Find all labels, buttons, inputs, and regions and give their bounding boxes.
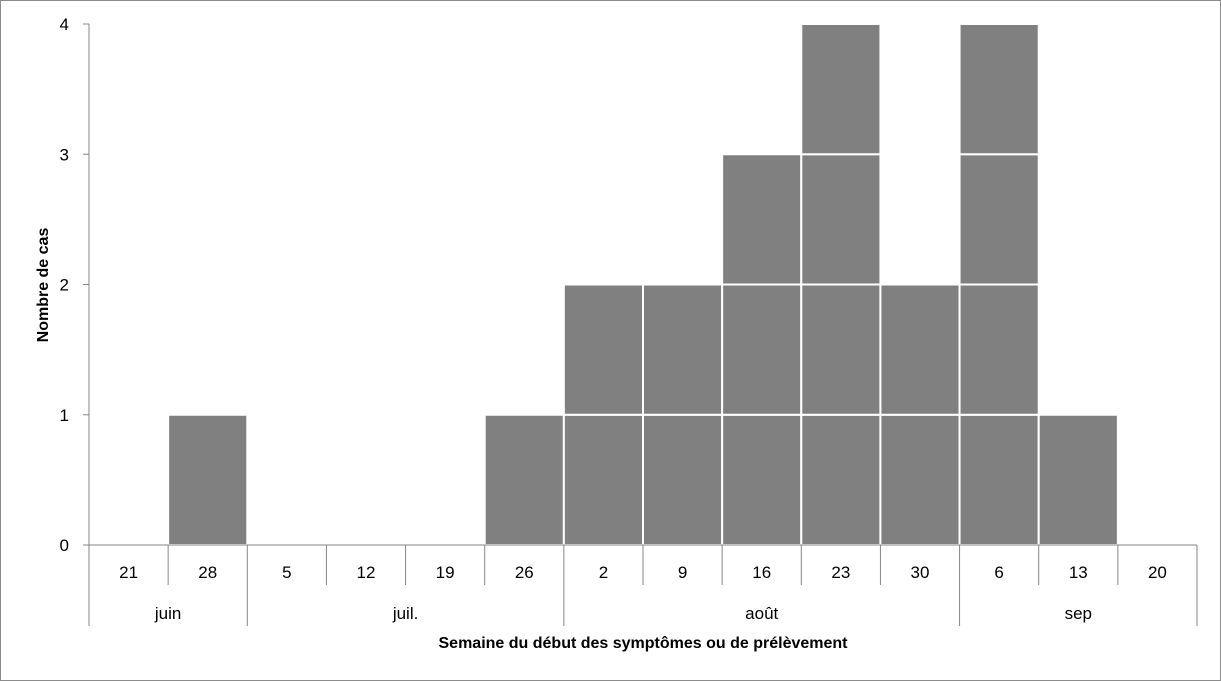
y-tick-label-0: 0 — [60, 536, 69, 555]
x-tick-label-16: 16 — [752, 563, 771, 582]
y-tick-label-4: 4 — [60, 15, 69, 34]
bar-segment-30-1 — [879, 413, 961, 546]
x-tick-label-2: 2 — [599, 563, 608, 582]
bar-segment-6-4 — [958, 23, 1040, 156]
x-tick-label-28: 28 — [198, 563, 217, 582]
bar-segment-23-2 — [800, 283, 882, 416]
x-tick-label-21: 21 — [119, 563, 138, 582]
x-tick-label-6: 6 — [994, 563, 1003, 582]
bar-segment-6-3 — [958, 153, 1040, 286]
x-tick-label-20: 20 — [1148, 563, 1167, 582]
x-month-label-1: juil. — [392, 604, 419, 623]
x-tick-label-13: 13 — [1069, 563, 1088, 582]
y-tick-label-1: 1 — [60, 406, 69, 425]
x-tick-label-9: 9 — [678, 563, 687, 582]
x-tick-label-26: 26 — [515, 563, 534, 582]
x-axis-title: Semaine du début des symptômes ou de pré… — [439, 635, 849, 652]
bar-segment-26-1 — [483, 413, 565, 546]
bar-segment-6-2 — [958, 283, 1040, 416]
x-tick-label-19: 19 — [436, 563, 455, 582]
bar-segment-13-1 — [1037, 413, 1119, 546]
bar-segment-9-2 — [642, 283, 724, 416]
y-axis-title: Nombre de cas — [35, 228, 52, 343]
bar-segment-16-3 — [721, 153, 803, 286]
x-month-label-3: sep — [1065, 604, 1092, 623]
x-tick-label-30: 30 — [911, 563, 930, 582]
bar-segment-9-1 — [642, 413, 724, 546]
y-tick-label-2: 2 — [60, 276, 69, 295]
x-tick-label-5: 5 — [282, 563, 291, 582]
bar-segment-23-3 — [800, 153, 882, 286]
bar-segment-2-2 — [562, 283, 644, 416]
bar-segment-2-1 — [562, 413, 644, 546]
bars-layer — [167, 23, 1119, 546]
axes-layer — [83, 23, 1198, 626]
bar-segment-6-1 — [958, 413, 1040, 546]
x-tick-label-23: 23 — [831, 563, 850, 582]
x-month-label-2: août — [745, 604, 778, 623]
bar-segment-30-2 — [879, 283, 961, 416]
x-month-label-0: juin — [154, 604, 181, 623]
y-tick-label-3: 3 — [60, 145, 69, 164]
bar-segment-16-1 — [721, 413, 803, 546]
bar-segment-23-4 — [800, 23, 882, 156]
bar-segment-23-1 — [800, 413, 882, 546]
x-tick-label-12: 12 — [357, 563, 376, 582]
bar-segment-16-2 — [721, 283, 803, 416]
bar-segment-28-1 — [167, 413, 249, 546]
